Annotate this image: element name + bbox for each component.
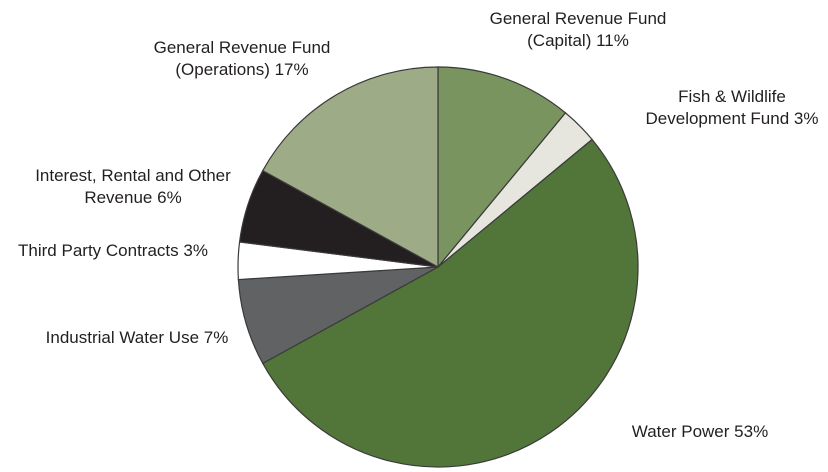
value-label: 6%	[157, 188, 182, 207]
category-name: Fish & Wildlife Development Fund	[645, 87, 790, 128]
value-label: 53%	[734, 422, 769, 441]
pie-slice	[261, 138, 639, 468]
category-name: General Revenue Fund (Operations)	[153, 38, 331, 79]
slice-label: Third Party Contracts 3%	[6, 240, 220, 262]
value-label: 3%	[183, 241, 208, 260]
category-name: Industrial Water Use	[45, 328, 200, 347]
slice-label: Water Power 53%	[600, 421, 800, 443]
slice-label: Industrial Water Use 7%	[34, 327, 240, 349]
slice-label: General Revenue Fund (Operations) 17%	[149, 37, 335, 81]
slice-label: General Revenue Fund (Capital) 11%	[485, 8, 671, 52]
category-name: Third Party Contracts	[18, 241, 179, 260]
pie-slice	[261, 66, 439, 269]
category-name: Interest, Rental and Other Revenue	[35, 166, 231, 207]
slice-label: Fish & Wildlife Development Fund 3%	[635, 86, 828, 130]
category-name: Water Power	[631, 422, 730, 441]
value-label: 17%	[274, 60, 309, 79]
value-label: 3%	[793, 109, 819, 128]
category-name: General Revenue Fund (Capital)	[489, 9, 667, 50]
value-label: 7%	[203, 328, 229, 347]
pie-slice	[437, 66, 567, 269]
slice-label: Interest, Rental and Other Revenue 6%	[35, 165, 231, 209]
value-label: 11%	[596, 31, 629, 50]
